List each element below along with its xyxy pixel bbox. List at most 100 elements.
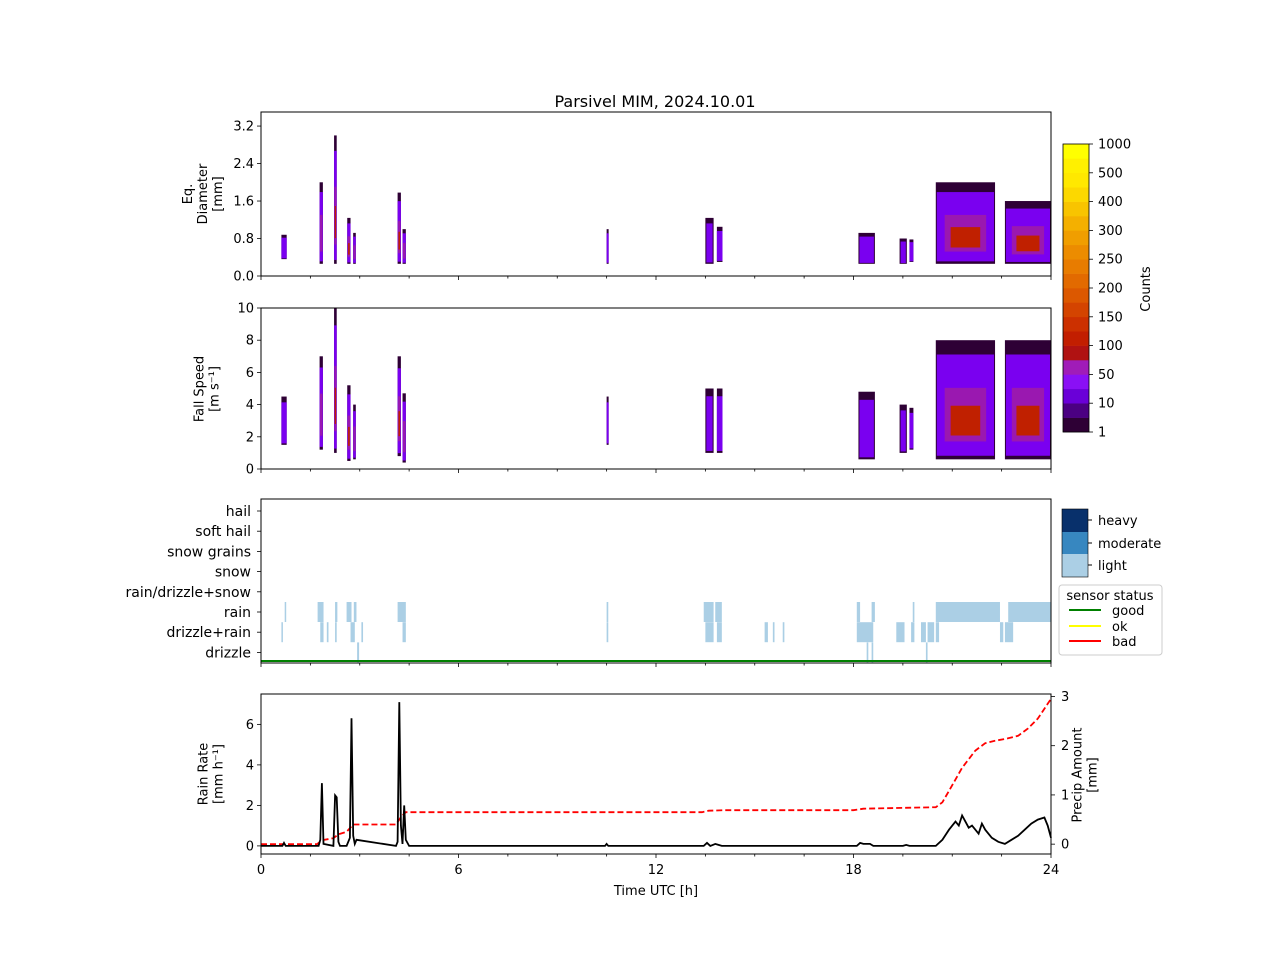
colorbar-tick-label: 400	[1098, 195, 1123, 210]
colorbar-cell	[1063, 259, 1089, 274]
precip-type-segment	[716, 622, 722, 643]
category-label: snow grains	[167, 544, 251, 560]
precip-type-segment	[782, 622, 785, 643]
colorbar-cell	[1063, 244, 1089, 260]
event-core	[348, 243, 350, 255]
precip-type-segment	[281, 622, 283, 643]
precip-type-categories: hail soft hail snow grains snow rain/drizzle…	[126, 504, 261, 661]
colorbar-tick-label: 10	[1098, 397, 1115, 412]
y-tick-label: 2	[246, 799, 254, 814]
precip-type-segment	[335, 602, 338, 622]
fallspeed-y-ticks: 0 2 4 6 8 10	[237, 302, 261, 478]
precip-type-segment	[326, 622, 329, 643]
precip-type-segment	[927, 622, 935, 643]
precip-type-segment	[1008, 602, 1051, 622]
y-tick-label: 8	[246, 334, 254, 349]
event-mid	[403, 243, 406, 259]
y-tick-label: 0	[246, 839, 254, 854]
y-tick-label: 10	[237, 302, 254, 317]
precip-type-segment	[856, 602, 861, 622]
event-body	[606, 233, 609, 263]
intensity-light-swatch	[1062, 554, 1088, 577]
event-core	[334, 387, 337, 424]
category-label: rain	[224, 605, 251, 621]
precip-type-segment	[925, 642, 928, 663]
colorbar-cell	[1063, 374, 1089, 390]
precip-type-segment	[871, 642, 874, 663]
precip-type-segment	[920, 622, 926, 643]
precip-type-x-ticks	[260, 663, 1052, 667]
precip-type-segment	[715, 602, 722, 622]
event-mid	[320, 393, 323, 436]
colorbar-cell	[1063, 345, 1089, 361]
rainrate-lines	[261, 698, 1052, 847]
event-core	[1016, 235, 1040, 252]
event-body	[281, 237, 287, 259]
sensor-status-legend: sensor status good ok bad	[1058, 584, 1163, 656]
colorbar-cell	[1063, 172, 1089, 188]
colorbar-tick-label: 500	[1098, 166, 1123, 181]
event-mid	[353, 426, 356, 452]
precip-type-segment	[772, 622, 775, 643]
event-core	[348, 426, 350, 446]
category-label: soft hail	[195, 524, 251, 540]
precip-type-segment	[357, 642, 360, 663]
event-body	[900, 410, 906, 452]
diameter-y-label: Eq. Diameter [mm]	[181, 163, 226, 224]
colorbar-cell	[1063, 216, 1089, 231]
rain-rate-line	[261, 702, 1052, 847]
precip-type-segment	[911, 622, 915, 643]
colorbar-tick-label: 50	[1098, 368, 1115, 383]
rainrate-x-ticks: 0 6 12 18 24	[257, 854, 1059, 878]
precip-type-bars	[281, 602, 1051, 663]
sensor-status-legend-box	[1058, 584, 1163, 656]
y-tick-label: 1.6	[233, 195, 254, 210]
precip-type-segment	[912, 602, 915, 622]
x-axis-label: Time UTC [h]	[613, 884, 698, 899]
precip-type-segment	[317, 602, 324, 622]
precip-type-segment	[871, 602, 875, 622]
event-body	[281, 402, 287, 444]
precip-type-segment	[346, 602, 352, 622]
colorbar-cell	[1063, 331, 1089, 346]
colorbar-cell	[1063, 388, 1089, 404]
fallspeed-x-ticks	[260, 469, 1052, 473]
colorbar-tick-label: 200	[1098, 282, 1123, 297]
precip-type-segment	[320, 622, 324, 643]
precip-type-segment	[350, 622, 355, 643]
intensity-light-label: light	[1098, 559, 1127, 574]
precip-type-segment	[402, 622, 406, 643]
x-tick-label: 6	[454, 863, 462, 878]
event-core	[950, 227, 981, 248]
colorbar-cell	[1063, 230, 1089, 246]
y2-tick-label: 2	[1061, 739, 1069, 754]
y-tick-label: 3.2	[233, 120, 254, 135]
axis-label-line: Eq.	[181, 184, 196, 205]
precip-type-segment	[1004, 622, 1014, 643]
category-label: rain/drizzle+snow	[126, 585, 251, 601]
event-core	[1016, 405, 1040, 436]
colorbar-cell	[1063, 158, 1089, 174]
colorbar: 1 10 50 100 150 200 250 300 400 500 1000 Counts	[1062, 138, 1154, 441]
intensity-legend: heavy moderate light	[1061, 508, 1161, 578]
event-body	[859, 236, 874, 263]
sensor-status-good-label: good	[1112, 604, 1144, 619]
precip-type-segment	[335, 622, 337, 643]
intensity-heavy-label: heavy	[1098, 514, 1138, 529]
precip-type-segment	[896, 622, 905, 643]
axis-label-line: Rain Rate	[197, 743, 212, 806]
precip-type-segment	[361, 622, 364, 643]
x-tick-label: 0	[257, 863, 265, 878]
x-tick-label: 18	[845, 863, 862, 878]
axis-label-line: [m s⁻¹]	[208, 366, 223, 412]
event-body	[859, 399, 874, 458]
event-body	[900, 241, 906, 264]
colorbar-cell	[1063, 144, 1089, 159]
colorbar-label: Counts	[1139, 266, 1154, 312]
axis-label-line: [mm h⁻¹]	[212, 744, 227, 804]
intensity-moderate-swatch	[1062, 532, 1088, 554]
event-body	[706, 223, 713, 263]
precip-type-segment	[606, 622, 609, 643]
